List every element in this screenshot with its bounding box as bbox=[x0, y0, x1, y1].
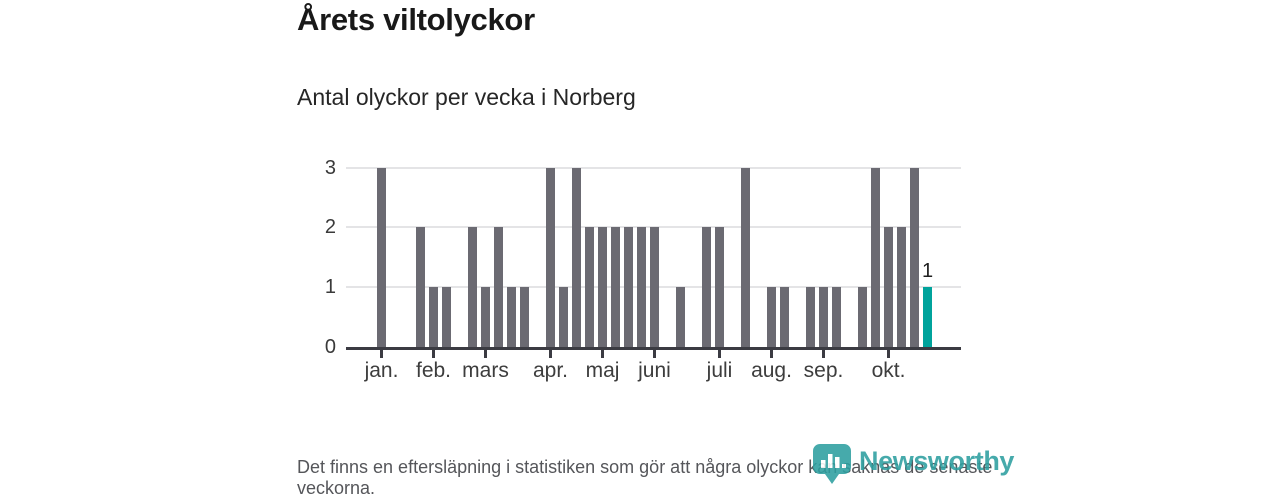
bar-week-43 bbox=[923, 287, 932, 347]
axis-tick-maj bbox=[601, 350, 604, 358]
y-axis-label-1: 1 bbox=[324, 276, 336, 299]
newsworthy-icon bbox=[812, 443, 852, 485]
bar-week-27 bbox=[715, 227, 724, 347]
axis-tick-feb bbox=[432, 350, 435, 358]
bar-week-39 bbox=[871, 167, 880, 347]
bar-week-10 bbox=[494, 227, 503, 347]
axis-tick-okt bbox=[887, 350, 890, 358]
x-axis-label-jan: jan. bbox=[364, 359, 399, 382]
bar-week-16 bbox=[572, 167, 581, 347]
axis-tick-jan bbox=[380, 350, 383, 358]
axis-tick-juli bbox=[718, 350, 721, 358]
bar-week-8 bbox=[468, 227, 477, 347]
axis-tick-mars bbox=[484, 350, 487, 358]
newsworthy-logo: Newsworthy bbox=[812, 443, 1014, 485]
axis-tick-sep bbox=[822, 350, 825, 358]
bar-week-6 bbox=[442, 287, 451, 347]
x-axis-label-juni: juni bbox=[638, 359, 671, 382]
x-axis-line bbox=[346, 347, 961, 350]
axis-tick-juni bbox=[653, 350, 656, 358]
bar-value-label: 1 bbox=[921, 260, 934, 283]
bar-week-5 bbox=[429, 287, 438, 347]
chart-subtitle: Antal olyckor per vecka i Norberg bbox=[297, 84, 636, 110]
chart-title: Årets viltolyckor bbox=[297, 2, 535, 37]
x-axis-label-mars: mars bbox=[462, 359, 509, 382]
bar-week-24 bbox=[676, 287, 685, 347]
bar-week-17 bbox=[585, 227, 594, 347]
bar-week-29 bbox=[741, 167, 750, 347]
bar-week-31 bbox=[767, 287, 776, 347]
axis-tick-aug bbox=[770, 350, 773, 358]
bar-week-41 bbox=[897, 227, 906, 347]
x-axis-label-apr: apr. bbox=[532, 359, 569, 382]
bar-week-14 bbox=[546, 167, 555, 347]
bar-week-40 bbox=[884, 227, 893, 347]
bar-week-34 bbox=[806, 287, 815, 347]
bar-week-36 bbox=[832, 287, 841, 347]
axis-tick-apr bbox=[549, 350, 552, 358]
bar-week-19 bbox=[611, 227, 620, 347]
x-axis-label-aug: aug. bbox=[751, 359, 792, 382]
x-axis-label-sep: sep. bbox=[803, 359, 844, 382]
y-axis-label-3: 3 bbox=[324, 156, 336, 179]
y-axis-label-0: 0 bbox=[324, 336, 336, 358]
bar-week-22 bbox=[650, 227, 659, 347]
bar-week-21 bbox=[637, 227, 646, 347]
bar-week-42 bbox=[910, 167, 919, 347]
bar-week-32 bbox=[780, 287, 789, 347]
y-axis-label-2: 2 bbox=[324, 216, 336, 239]
x-axis-label-juli: juli bbox=[706, 359, 733, 382]
bar-week-35 bbox=[819, 287, 828, 347]
bar-week-1 bbox=[377, 167, 386, 347]
bar-week-9 bbox=[481, 287, 490, 347]
bar-week-18 bbox=[598, 227, 607, 347]
bar-week-38 bbox=[858, 287, 867, 347]
bar-week-20 bbox=[624, 227, 633, 347]
bar-week-15 bbox=[559, 287, 568, 347]
newsworthy-wordmark: Newsworthy bbox=[859, 446, 1015, 476]
gridline-3 bbox=[346, 166, 961, 169]
x-axis-label-okt: okt. bbox=[871, 359, 906, 382]
bar-week-11 bbox=[507, 287, 516, 347]
bar-chart: 0 1 2 3 jan. feb. mars apr. maj juni juli aug. sep. o… bbox=[324, 156, 961, 382]
bar-week-4 bbox=[416, 227, 425, 347]
x-axis-label-maj: maj bbox=[585, 359, 620, 382]
bar-week-26 bbox=[702, 227, 711, 347]
x-axis-label-feb: feb. bbox=[415, 359, 452, 382]
bar-week-12 bbox=[520, 287, 529, 347]
